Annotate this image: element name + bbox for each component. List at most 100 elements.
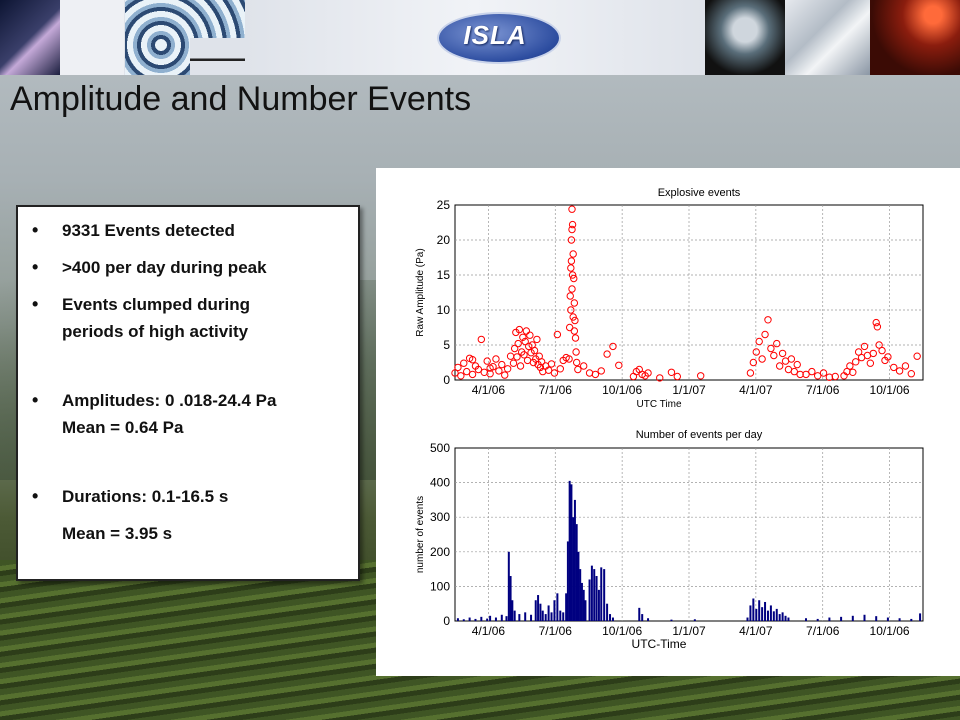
bullet-item: • 9331 Events detected <box>18 217 358 244</box>
scatter-point <box>519 333 527 342</box>
bar <box>513 610 516 621</box>
x-tick-label: 10/1/06 <box>870 624 910 638</box>
scatter-point <box>570 274 578 283</box>
bar <box>600 567 603 621</box>
scatter-point <box>544 366 553 374</box>
scatter-point <box>802 370 810 379</box>
scatter-point <box>463 367 471 376</box>
scatter-point <box>773 339 781 348</box>
bar <box>547 605 550 621</box>
bar <box>577 551 580 621</box>
x-tick-label: 4/1/06 <box>472 383 506 397</box>
scatter-point <box>566 292 574 300</box>
scatter-point <box>468 356 477 364</box>
scatter-point <box>526 331 534 339</box>
bar <box>606 603 609 621</box>
bar <box>550 612 553 621</box>
bar <box>573 499 576 621</box>
scatter-point <box>849 368 857 377</box>
scatter-point <box>644 369 652 377</box>
scatter-point <box>477 335 486 344</box>
x-axis-label: UTC Time <box>637 399 682 410</box>
bullet-dot-icon: • <box>32 257 39 277</box>
scatter-point <box>568 285 576 293</box>
x-tick-label: 4/1/07 <box>739 383 773 397</box>
scatter-point <box>778 349 787 358</box>
bar <box>494 617 497 621</box>
scatter-point <box>570 299 579 307</box>
bar <box>480 616 483 621</box>
scatter-point <box>796 370 804 379</box>
scatter-point <box>852 358 860 366</box>
bar <box>919 613 922 621</box>
scatter-point <box>514 339 522 348</box>
y-tick-label: 10 <box>437 303 451 317</box>
x-tick-label: 7/1/06 <box>539 383 573 397</box>
meteor-photo-tile <box>0 0 60 75</box>
scatter-point <box>521 337 529 346</box>
scatter-point <box>570 327 579 335</box>
scatter-point <box>468 370 477 379</box>
scatter-point <box>509 359 518 367</box>
scatter-point <box>697 372 705 380</box>
bullet-continuation: Mean = 3.95 s <box>18 520 358 547</box>
bullet-list: • 9331 Events detected • >400 per day duri… <box>18 207 358 547</box>
bullet-item: • Durations: 0.1-16.5 s <box>18 483 358 510</box>
bar <box>611 617 614 621</box>
scatter-point <box>574 365 582 374</box>
scatter-point <box>474 365 483 374</box>
bar <box>556 593 559 621</box>
scatter-point <box>790 367 798 376</box>
banner-gap <box>60 0 124 75</box>
x-tick-label: 1/1/07 <box>672 624 706 638</box>
scatter-point <box>537 358 546 366</box>
scatter-point <box>533 335 541 344</box>
scatter-point <box>752 348 760 356</box>
bar <box>562 612 565 621</box>
scatter-point <box>556 365 565 373</box>
scatter-point <box>793 360 801 369</box>
bar <box>752 598 755 621</box>
bar <box>828 617 831 621</box>
earth-photo-tile <box>705 0 785 75</box>
x-tick-label: 7/1/06 <box>539 624 573 638</box>
x-axis-label: UTC-Time <box>632 637 687 651</box>
scatter-point <box>454 363 462 372</box>
scatter-point <box>770 351 778 360</box>
bar <box>670 619 673 621</box>
bar <box>565 593 568 621</box>
bar <box>507 551 510 621</box>
bar <box>579 569 582 621</box>
airplane-tile <box>190 38 245 75</box>
bar <box>511 600 514 621</box>
x-tick-label: 10/1/06 <box>602 383 642 397</box>
bar <box>500 614 503 621</box>
y-tick-label: 0 <box>443 614 450 628</box>
scatter-point <box>495 367 503 375</box>
y-tick-label: 15 <box>437 268 451 282</box>
bar <box>758 600 761 621</box>
scatter-point <box>553 330 562 339</box>
scatter-point <box>808 367 816 376</box>
scatter-point <box>516 362 525 370</box>
scatter-point <box>819 369 828 377</box>
y-tick-label: 5 <box>443 338 450 352</box>
scatter-point <box>597 367 605 375</box>
scatter-point <box>580 362 588 370</box>
bullet-item: • >400 per day during peak <box>18 254 358 281</box>
bar <box>462 619 465 621</box>
bar <box>816 618 819 621</box>
scatter-point <box>525 342 533 351</box>
bullet-text: Mean = 0.64 Pa <box>62 418 184 437</box>
bar <box>518 614 521 621</box>
bar <box>746 617 749 621</box>
scatter-point <box>603 350 611 358</box>
bar <box>537 595 540 621</box>
scatter-point <box>846 362 854 370</box>
volcano-photo-tile <box>870 0 960 75</box>
bar <box>590 565 593 621</box>
x-tick-label: 10/1/06 <box>870 383 910 397</box>
scatter-point <box>510 344 519 353</box>
bar <box>524 612 527 621</box>
bar <box>787 617 790 621</box>
